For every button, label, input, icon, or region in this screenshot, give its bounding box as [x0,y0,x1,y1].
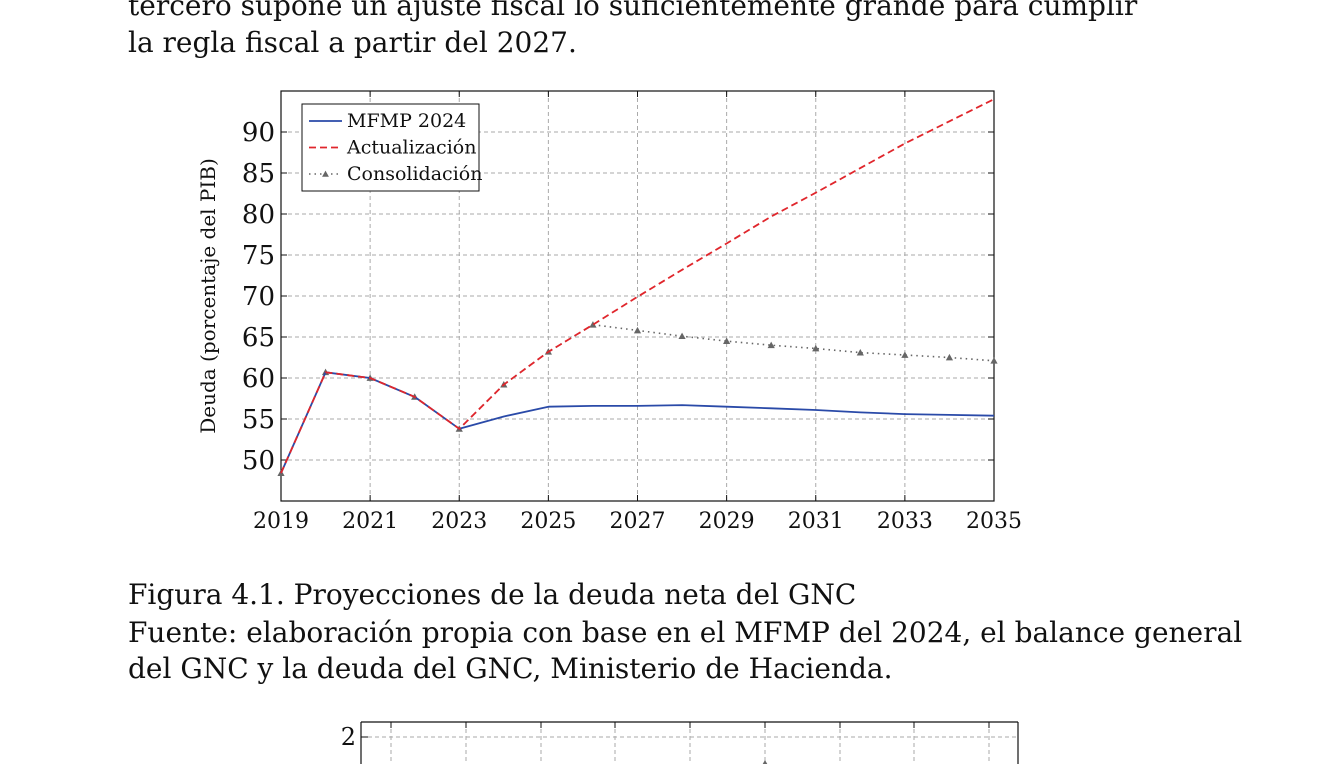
series-marker-consolidacion [856,348,864,356]
x-tick-label: 2033 [877,509,933,534]
y-tick-label: 50 [242,446,275,476]
figure-caption-source-line-2: del GNC y la deuda del GNC, Ministerio d… [128,652,893,685]
y-tick-label: 60 [242,364,275,394]
legend-label-consolidacion: Consolidación [347,163,482,185]
y-tick-label: 70 [242,282,275,312]
x-tick-label: 2023 [431,509,487,534]
chart-series [277,98,998,476]
second-chart-grid [361,722,1018,764]
y-tick-label: 75 [242,241,275,271]
paragraph-line-2: la regla fiscal a partir del 2027. [128,26,577,59]
debt-projection-chart: 2019 2021 2023 2025 2027 2029 2031 2033 2035 50 55… [196,90,1022,534]
x-tick-label: 2021 [342,509,398,534]
y-tick-label: 85 [242,159,275,189]
y-tick-label: 65 [242,323,275,353]
series-marker-consolidacion [589,321,597,328]
figure-caption-source-line-1: Fuente: elaboración propia con base en e… [128,616,1243,649]
y-tick-label: 90 [242,118,275,148]
second-chart-triangle-marker [762,760,768,764]
series-line-actualizacion [280,98,995,474]
series-marker-consolidacion [767,341,775,349]
series-marker-consolidacion [678,332,686,340]
legend-marker-consolidacion [322,170,329,177]
chart-grid [281,91,994,501]
y-axis-label: Deuda (porcentaje del PIB) [196,158,220,434]
second-chart-y-tick-label: 2 [341,723,356,751]
legend-label-mfmp: MFMP 2024 [347,110,466,132]
figure-caption-title: Figura 4.1. Proyecciones de la deuda net… [128,578,857,611]
series-marker-consolidacion [633,326,642,334]
series-marker-consolidacion [901,351,909,358]
series-marker-consolidacion [723,337,731,344]
x-tick-label: 2027 [610,509,666,534]
legend-label-actualizacion: Actualización [346,137,476,159]
y-tick-label: 55 [242,405,275,435]
chart-tick-labels: 2019 2021 2023 2025 2027 2029 2031 2033 2035 50 55… [242,91,1022,534]
x-tick-label: 2031 [788,509,844,534]
paragraph-line-1: tercero supone un ajuste fiscal lo sufic… [128,0,1138,22]
x-tick-label: 2029 [699,509,755,534]
x-tick-label: 2035 [966,509,1022,534]
y-tick-label: 80 [242,200,275,230]
x-tick-label: 2025 [520,509,576,534]
chart-legend: MFMP 2024 Actualización Consolidación [301,103,482,192]
series-marker-consolidacion [945,353,954,361]
x-tick-label: 2019 [253,509,309,534]
series-marker-consolidacion [990,357,998,364]
series-marker-consolidacion [812,344,820,352]
